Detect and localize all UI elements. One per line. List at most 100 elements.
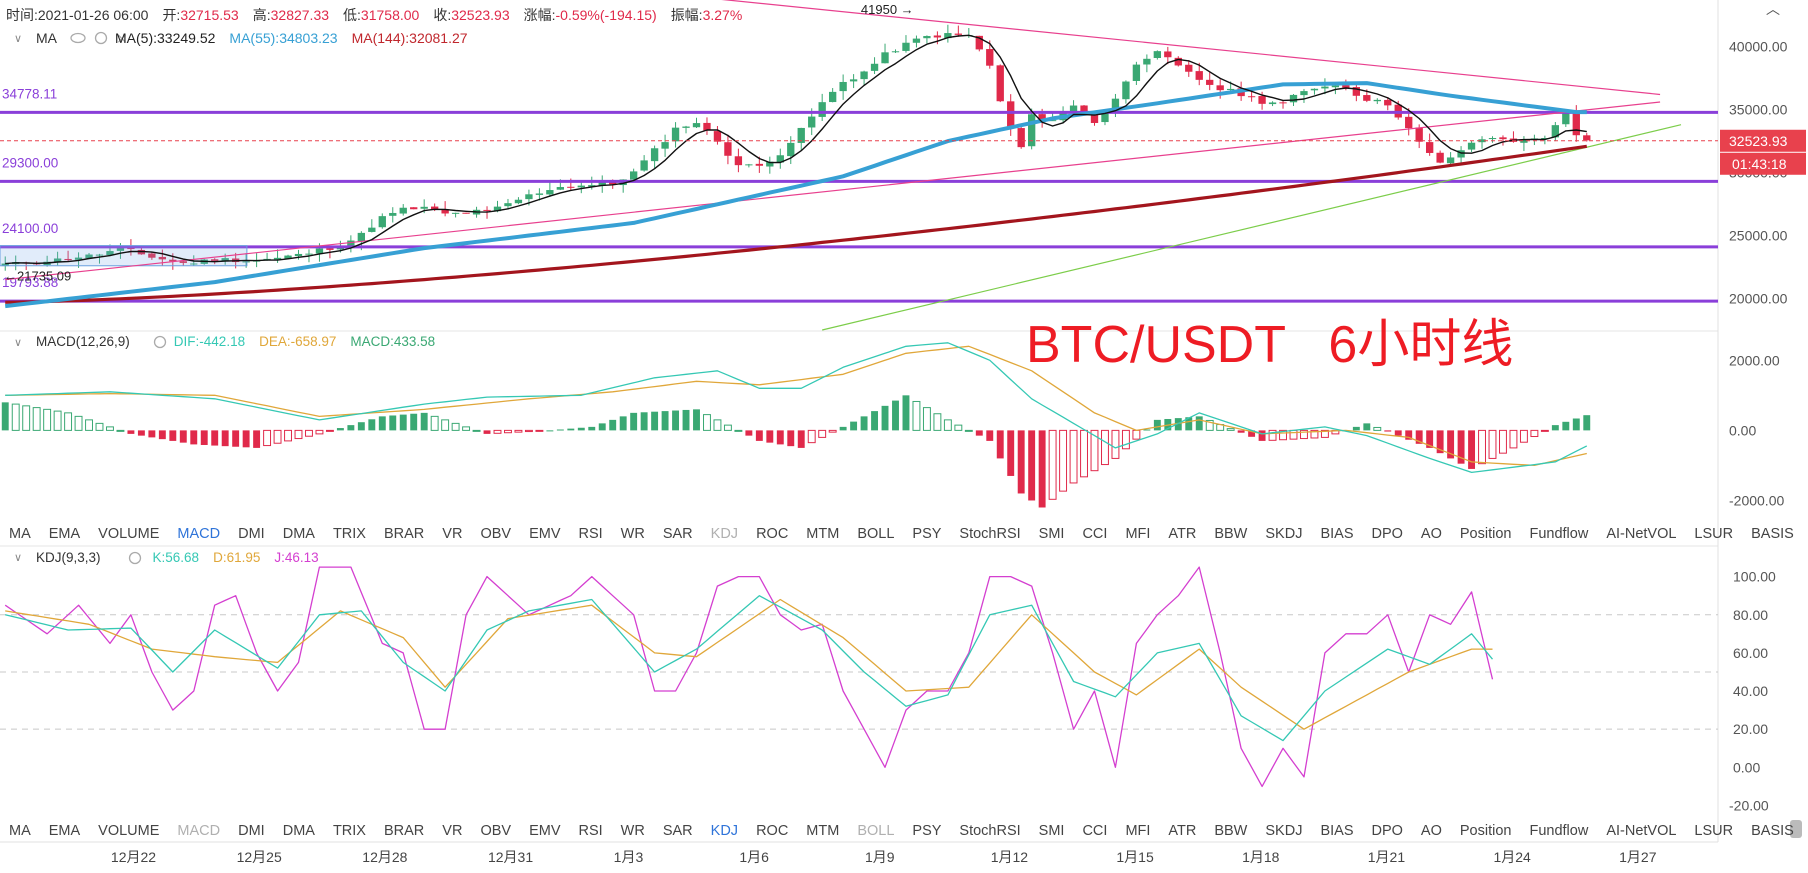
macd-histogram-bar (818, 429, 827, 438)
indicator-tab-bbw[interactable]: BBW (1214, 822, 1248, 839)
indicator-tab-ma[interactable]: MA (9, 525, 31, 542)
indicator-tab-obv[interactable]: OBV (480, 525, 512, 542)
indicator-tab-roc[interactable]: ROC (756, 525, 789, 542)
candle (609, 182, 617, 185)
indicator-tab-boll[interactable]: BOLL (857, 525, 895, 542)
indicator-tab-psy[interactable]: PSY (912, 525, 942, 542)
indicator-tab-mfi[interactable]: MFI (1125, 525, 1151, 542)
indicator-tab-wr[interactable]: WR (620, 525, 645, 542)
indicator-tab-position[interactable]: Position (1459, 822, 1512, 839)
indicator-tab-volume[interactable]: VOLUME (98, 525, 160, 542)
indicator-tab-lsur[interactable]: LSUR (1694, 822, 1734, 839)
collapse-ma-icon[interactable]: ∨ (14, 32, 22, 45)
macd-value: MACD:433.58 (350, 334, 435, 349)
indicator-tab-sar[interactable]: SAR (662, 525, 693, 542)
indicator-tab-vr[interactable]: VR (442, 822, 463, 839)
indicator-tab-ai-netvol[interactable]: AI-NetVOL (1606, 822, 1677, 839)
scrollbar-thumb[interactable] (1790, 820, 1802, 838)
indicator-tab-position[interactable]: Position (1459, 525, 1512, 542)
close-icon[interactable]: × (116, 31, 128, 47)
indicator-tab-psy[interactable]: PSY (912, 822, 942, 839)
indicator-tab-emv[interactable]: EMV (529, 525, 561, 542)
indicator-tab-stochrsi[interactable]: StochRSI (959, 525, 1021, 542)
indicator-tab-vr[interactable]: VR (442, 525, 463, 542)
indicator-tab-brar[interactable]: BRAR (383, 525, 425, 542)
indicator-tab-dpo[interactable]: DPO (1371, 822, 1403, 839)
indicator-tab-mfi[interactable]: MFI (1125, 822, 1151, 839)
indicator-tab-bias[interactable]: BIAS (1320, 525, 1354, 542)
candle (682, 126, 690, 128)
indicator-tab-basis[interactable]: BASIS (1751, 525, 1794, 542)
candle (1551, 125, 1560, 138)
indicator-tab-cci[interactable]: CCI (1082, 822, 1108, 839)
indicator-tab-dma[interactable]: DMA (282, 822, 315, 839)
indicator-tab-volume[interactable]: VOLUME (98, 822, 160, 839)
indicator-tab-obv[interactable]: OBV (480, 822, 512, 839)
indicator-tab-boll[interactable]: BOLL (857, 822, 895, 839)
indicator-tab-ema[interactable]: EMA (48, 822, 81, 839)
indicator-tab-ai-netvol[interactable]: AI-NetVOL (1606, 525, 1677, 542)
indicator-tab-kdj[interactable]: KDJ (710, 525, 739, 542)
indicator-tab-rsi[interactable]: RSI (578, 822, 603, 839)
macd-histogram-bar (1028, 430, 1036, 501)
indicator-tab-smi[interactable]: SMI (1038, 525, 1065, 542)
collapse-macd-icon[interactable]: ∨ (14, 336, 22, 349)
macd-histogram-bar (745, 430, 753, 436)
candle (839, 81, 847, 92)
indicator-tab-trix[interactable]: TRIX (332, 822, 366, 839)
indicator-tab-ao[interactable]: AO (1420, 525, 1442, 542)
indicator-tab-brar[interactable]: BRAR (383, 822, 425, 839)
macd-gear-icon[interactable] (153, 335, 167, 349)
indicator-tab-bbw[interactable]: BBW (1214, 525, 1248, 542)
indicator-tab-stochrsi[interactable]: StochRSI (959, 822, 1021, 839)
candle (525, 194, 533, 200)
candle (556, 187, 565, 190)
indicator-tab-roc[interactable]: ROC (756, 822, 789, 839)
indicator-tab-basis[interactable]: BASIS (1751, 822, 1794, 839)
indicator-tab-sar[interactable]: SAR (662, 822, 693, 839)
indicator-tab-ema[interactable]: EMA (48, 525, 81, 542)
kdj-d-line (5, 598, 1493, 730)
indicator-tab-mtm[interactable]: MTM (806, 822, 840, 839)
indicator-tab-ao[interactable]: AO (1420, 822, 1442, 839)
time-axis-tick-label: 1月21 (1368, 849, 1406, 865)
eye-icon[interactable] (70, 32, 86, 44)
macd-histogram-bar (74, 415, 83, 431)
gear-icon[interactable] (94, 31, 108, 45)
low-marker-label: ←21735.09 (4, 269, 71, 284)
collapse-kdj-icon[interactable]: ∨ (14, 551, 22, 564)
price-tag-label: 32523.93 (1729, 133, 1788, 149)
indicator-tab-atr[interactable]: ATR (1168, 822, 1197, 839)
indicator-tab-rsi[interactable]: RSI (578, 525, 603, 542)
indicator-tab-cci[interactable]: CCI (1082, 525, 1108, 542)
indicator-tab-skdj[interactable]: SKDJ (1265, 525, 1303, 542)
candle (1143, 58, 1151, 65)
indicator-tab-mtm[interactable]: MTM (806, 525, 840, 542)
indicator-tab-smi[interactable]: SMI (1038, 822, 1065, 839)
kdj-gear-icon[interactable] (128, 551, 142, 565)
indicator-tab-atr[interactable]: ATR (1168, 525, 1197, 542)
indicator-tab-fundflow[interactable]: Fundflow (1529, 822, 1589, 839)
indicator-tab-ma[interactable]: MA (9, 822, 31, 839)
indicator-tab-trix[interactable]: TRIX (332, 525, 366, 542)
indicator-tab-dpo[interactable]: DPO (1371, 525, 1403, 542)
indicator-tab-macd[interactable]: MACD (177, 822, 221, 839)
indicator-tab-wr[interactable]: WR (620, 822, 645, 839)
scroll-up-icon[interactable]: ︿ (1766, 2, 1780, 18)
macd-histogram-bar (1468, 430, 1476, 469)
indicator-tab-lsur[interactable]: LSUR (1694, 525, 1734, 542)
macd-legend: MACD(12,26,9) DIF:-442.18 DEA:-658.97 MACD:… (36, 334, 435, 349)
macd-histogram-bar (1436, 430, 1444, 454)
indicator-tab-bias[interactable]: BIAS (1320, 822, 1354, 839)
indicator-tab-macd[interactable]: MACD (177, 525, 221, 542)
indicator-tab-skdj[interactable]: SKDJ (1265, 822, 1303, 839)
candle (1080, 105, 1088, 115)
indicator-tab-dma[interactable]: DMA (282, 525, 315, 542)
indicator-tab-dmi[interactable]: DMI (238, 525, 265, 542)
indicator-tab-emv[interactable]: EMV (529, 822, 561, 839)
candle (483, 209, 491, 211)
indicator-tab-dmi[interactable]: DMI (238, 822, 265, 839)
indicator-tab-fundflow[interactable]: Fundflow (1529, 525, 1589, 542)
candle (1164, 51, 1172, 58)
indicator-tab-kdj[interactable]: KDJ (710, 822, 739, 839)
